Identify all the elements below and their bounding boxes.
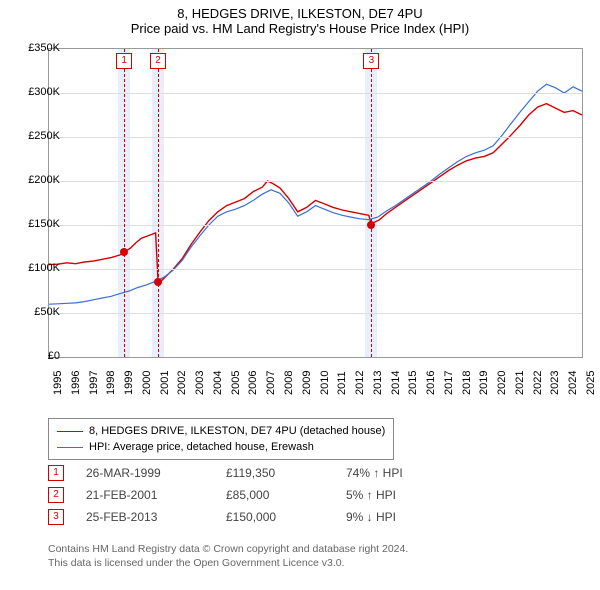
x-axis-label: 1995 xyxy=(52,371,64,395)
gridline xyxy=(49,93,582,94)
x-axis-label: 2023 xyxy=(549,371,561,395)
x-axis-label: 2024 xyxy=(567,371,579,395)
chart-subtitle: Price paid vs. HM Land Registry's House … xyxy=(0,21,600,40)
y-axis-label: £250K xyxy=(10,130,60,142)
plot-area: 1 2 3 xyxy=(48,48,583,358)
sale-line xyxy=(371,49,372,357)
sales-row-date: 25-FEB-2013 xyxy=(86,510,226,524)
x-axis-label: 2005 xyxy=(230,371,242,395)
x-axis-label: 2011 xyxy=(336,371,348,395)
x-axis-label: 2012 xyxy=(354,371,366,395)
x-axis-label: 2003 xyxy=(194,371,206,395)
footer: Contains HM Land Registry data © Crown c… xyxy=(48,542,408,570)
legend: 8, HEDGES DRIVE, ILKESTON, DE7 4PU (deta… xyxy=(48,418,394,460)
x-axis-label: 2006 xyxy=(247,371,259,395)
x-axis-label: 2018 xyxy=(461,371,473,395)
legend-label: 8, HEDGES DRIVE, ILKESTON, DE7 4PU (deta… xyxy=(89,425,385,437)
footer-line-1: Contains HM Land Registry data © Crown c… xyxy=(48,542,408,556)
sales-row-pct: 9% ↓ HPI xyxy=(346,510,466,524)
legend-label: HPI: Average price, detached house, Erew… xyxy=(89,441,314,453)
y-axis-label: £0 xyxy=(10,350,60,362)
x-axis-label: 2001 xyxy=(159,371,171,395)
gridline xyxy=(49,181,582,182)
sales-row-number: 2 xyxy=(48,487,64,503)
legend-swatch xyxy=(57,431,83,432)
x-axis-label: 1996 xyxy=(70,371,82,395)
footer-line-2: This data is licensed under the Open Gov… xyxy=(48,556,408,570)
gridline xyxy=(49,137,582,138)
y-axis-label: £150K xyxy=(10,218,60,230)
x-axis-label: 2020 xyxy=(496,371,508,395)
sales-table: 1 26-MAR-1999£119,35074% ↑ HPI 2 21-FEB-200… xyxy=(48,462,466,528)
x-axis-label: 2022 xyxy=(532,371,544,395)
sales-table-row: 1 26-MAR-1999£119,35074% ↑ HPI xyxy=(48,462,466,484)
gridline xyxy=(49,225,582,226)
x-axis-label: 1998 xyxy=(105,371,117,395)
x-axis-label: 1999 xyxy=(123,371,135,395)
y-axis-label: £300K xyxy=(10,86,60,98)
chart-container: 8, HEDGES DRIVE, ILKESTON, DE7 4PU Price… xyxy=(0,0,600,590)
x-axis-label: 2009 xyxy=(301,371,313,395)
legend-item: 8, HEDGES DRIVE, ILKESTON, DE7 4PU (deta… xyxy=(57,423,385,439)
x-axis-label: 2004 xyxy=(212,371,224,395)
sales-table-row: 3 25-FEB-2013£150,0009% ↓ HPI xyxy=(48,506,466,528)
x-axis-label: 2016 xyxy=(425,371,437,395)
sale-line xyxy=(158,49,159,357)
sales-row-pct: 5% ↑ HPI xyxy=(346,488,466,502)
y-axis-label: £50K xyxy=(10,306,60,318)
x-axis-label: 2025 xyxy=(585,371,597,395)
sales-row-price: £150,000 xyxy=(226,510,346,524)
legend-swatch xyxy=(57,447,83,448)
gridline xyxy=(49,313,582,314)
sale-marker-box: 1 xyxy=(116,53,132,69)
x-axis-label: 2017 xyxy=(443,371,455,395)
sales-row-price: £85,000 xyxy=(226,488,346,502)
x-axis-label: 2002 xyxy=(176,371,188,395)
chart-svg xyxy=(49,49,582,357)
x-axis-label: 2015 xyxy=(407,371,419,395)
x-axis-label: 2000 xyxy=(141,371,153,395)
sales-row-price: £119,350 xyxy=(226,466,346,480)
x-axis-label: 1997 xyxy=(88,371,100,395)
sales-row-number: 3 xyxy=(48,509,64,525)
gridline xyxy=(49,269,582,270)
y-axis-label: £100K xyxy=(10,262,60,274)
chart-title: 8, HEDGES DRIVE, ILKESTON, DE7 4PU xyxy=(0,0,600,21)
x-axis-label: 2014 xyxy=(390,371,402,395)
sales-row-date: 26-MAR-1999 xyxy=(86,466,226,480)
y-axis-label: £200K xyxy=(10,174,60,186)
y-axis-label: £350K xyxy=(10,42,60,54)
x-axis-label: 2019 xyxy=(478,371,490,395)
sales-row-pct: 74% ↑ HPI xyxy=(346,466,466,480)
sales-row-number: 1 xyxy=(48,465,64,481)
sales-table-row: 2 21-FEB-2001£85,0005% ↑ HPI xyxy=(48,484,466,506)
legend-item: HPI: Average price, detached house, Erew… xyxy=(57,439,385,455)
x-axis-label: 2007 xyxy=(265,371,277,395)
series-line xyxy=(49,104,582,283)
sale-marker-box: 3 xyxy=(363,53,379,69)
sale-line xyxy=(124,49,125,357)
sale-marker-box: 2 xyxy=(150,53,166,69)
series-line xyxy=(49,84,582,304)
x-axis-label: 2010 xyxy=(319,371,331,395)
x-axis-label: 2008 xyxy=(283,371,295,395)
sales-row-date: 21-FEB-2001 xyxy=(86,488,226,502)
x-axis-label: 2013 xyxy=(372,371,384,395)
x-axis-label: 2021 xyxy=(514,371,526,395)
